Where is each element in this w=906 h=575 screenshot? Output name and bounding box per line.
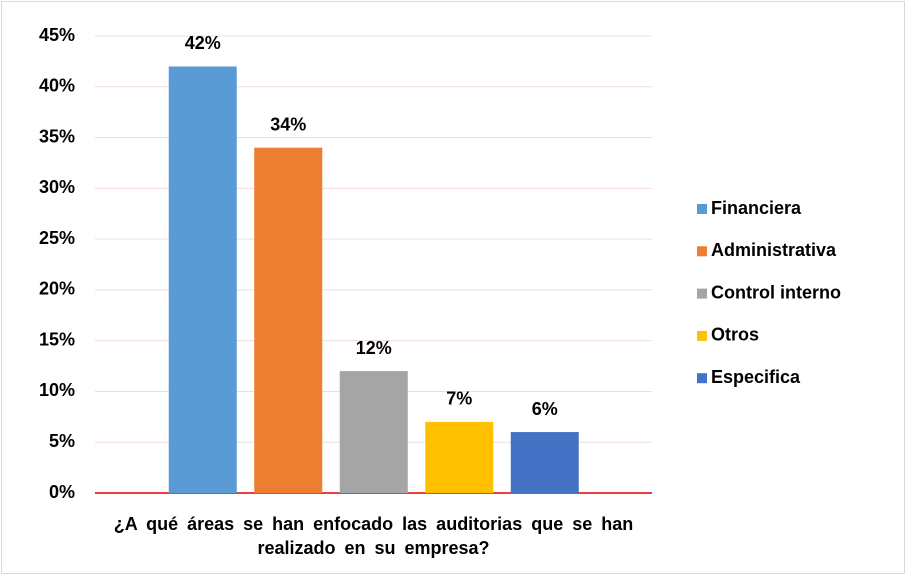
y-tick-label: 45% xyxy=(39,25,75,45)
bar xyxy=(168,66,237,493)
legend-label: Administrativa xyxy=(711,240,837,260)
legend-label: Especifica xyxy=(711,367,801,387)
y-tick-label: 15% xyxy=(39,329,75,349)
data-label: 7% xyxy=(446,389,472,409)
bar xyxy=(510,432,579,493)
data-label: 42% xyxy=(185,33,221,53)
legend-swatch xyxy=(697,373,707,384)
bar xyxy=(339,371,408,493)
data-label: 6% xyxy=(532,399,558,419)
data-label: 12% xyxy=(356,338,392,358)
x-axis-label: ¿A qué áreas se han enfocado las auditor… xyxy=(113,514,634,558)
y-tick-label: 10% xyxy=(39,380,75,400)
legend-swatch xyxy=(697,204,707,214)
legend-swatch xyxy=(697,246,707,257)
y-tick-label: 25% xyxy=(39,228,75,248)
data-label: 34% xyxy=(270,114,306,134)
legend-label: Control interno xyxy=(711,282,841,302)
legend-swatch xyxy=(697,288,707,299)
legend-swatch xyxy=(697,330,707,341)
legend-label: Otros xyxy=(711,325,759,345)
y-tick-label: 40% xyxy=(39,76,75,96)
y-tick-label: 5% xyxy=(49,431,75,451)
y-tick-label: 20% xyxy=(39,279,75,299)
y-tick-label: 35% xyxy=(39,126,75,146)
legend-label: Financiera xyxy=(711,198,802,218)
bar xyxy=(254,147,323,493)
y-tick-label: 30% xyxy=(39,177,75,197)
bar xyxy=(425,421,494,493)
y-tick-label: 0% xyxy=(49,482,75,502)
